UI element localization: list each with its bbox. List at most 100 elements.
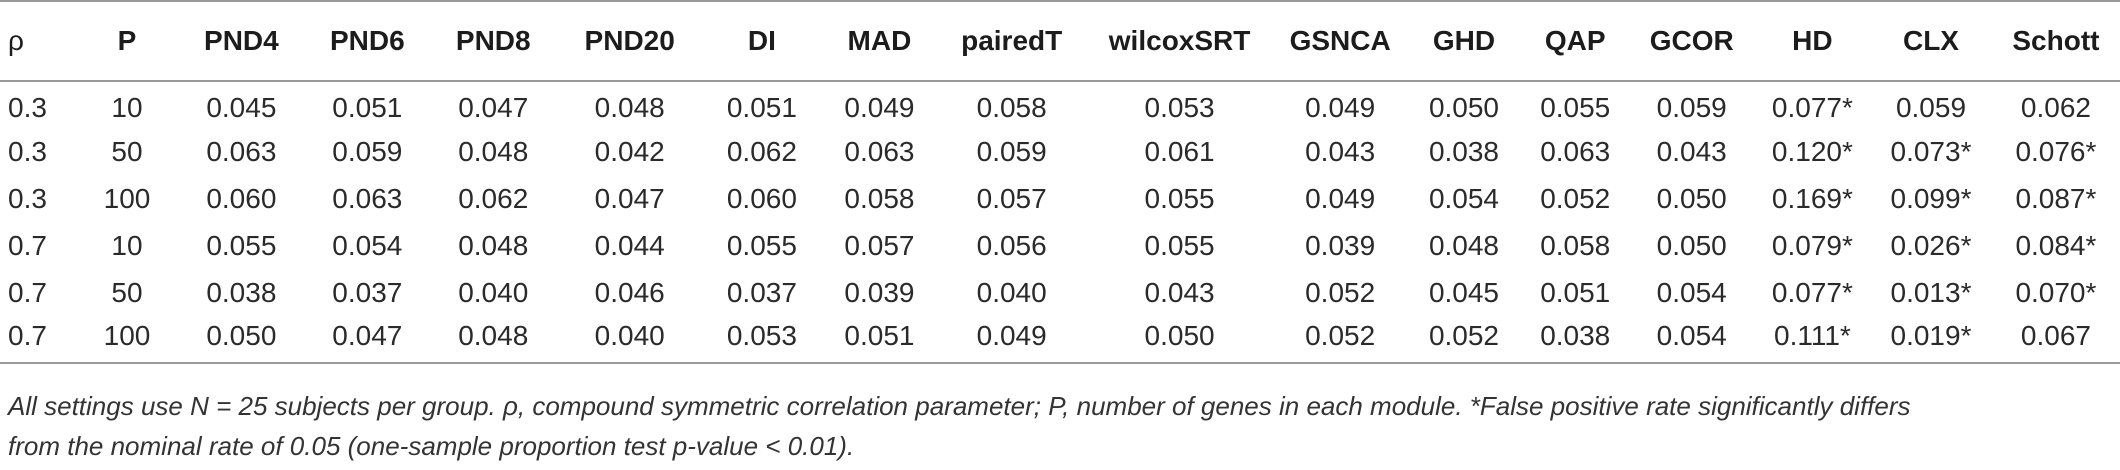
table-row: 0.3 50 0.063 0.059 0.048 0.042 0.062 0.063 0.059…	[0, 128, 2120, 175]
table-cell: 0.063	[844, 135, 915, 167]
table-cell: 0.060	[206, 182, 277, 214]
table-cell: 0.7	[8, 276, 47, 308]
column-header-pnd6: PND6	[329, 25, 405, 56]
table-cell: 0.059	[1895, 92, 1967, 123]
table-cell: 0.055	[1540, 92, 1611, 123]
table-cell: 100	[103, 182, 151, 214]
table-cell: 100	[103, 320, 151, 351]
table-cell: 50	[111, 276, 143, 308]
table-cell: 0.058	[976, 92, 1047, 123]
table-cell: 0.043	[1144, 276, 1215, 308]
table-cell: 0.052	[1305, 320, 1376, 351]
table-cell: 0.043	[1656, 135, 1727, 167]
table-cell: 0.044	[594, 229, 665, 261]
table-cell: 0.038	[1428, 135, 1500, 167]
table-cell: 0.054	[1428, 182, 1500, 214]
column-header-wilcoxsrt: wilcoxSRT	[1108, 25, 1251, 56]
table-cell: 0.3	[8, 135, 47, 167]
table-cell: 10	[111, 229, 143, 261]
table-row: 0.3 10 0.045 0.051 0.047 0.048 0.051 0.049 0.058…	[0, 81, 2120, 128]
table-cell: 0.077*	[1771, 92, 1853, 123]
table-cell: 0.063	[332, 182, 403, 214]
table-cell: 0.063	[1540, 135, 1611, 167]
table-cell: 10	[111, 92, 143, 123]
table-cell: 0.045	[1428, 276, 1500, 308]
table-cell: 0.013*	[1890, 276, 1972, 308]
table-cell: 0.019*	[1890, 320, 1972, 351]
table-cell: 0.055	[1144, 229, 1215, 261]
column-header-pnd4: PND4	[204, 25, 279, 56]
table-cell: 0.062	[726, 135, 797, 167]
table-cell: 0.079*	[1771, 229, 1853, 261]
column-header-mad: MAD	[847, 25, 912, 56]
table-cell: 0.059	[1656, 92, 1727, 123]
table-cell: 0.048	[458, 229, 529, 261]
column-header-pairedt: pairedT	[961, 25, 1063, 56]
table-row: 0.7 10 0.055 0.054 0.048 0.044 0.055 0.057 0.056…	[0, 222, 2120, 269]
table-cell: 0.049	[844, 92, 915, 123]
column-header-schott: Schott	[2012, 25, 2100, 56]
table-cell: 0.077*	[1771, 276, 1853, 308]
table-cell: 0.084*	[2015, 229, 2097, 261]
table-cell: 0.038	[1540, 320, 1611, 351]
table-cell: 0.046	[594, 276, 665, 308]
table-cell: 0.059	[976, 135, 1047, 167]
table-cell: 0.087*	[2015, 182, 2097, 214]
table-cell: 0.040	[458, 276, 529, 308]
table-cell: 0.054	[332, 229, 403, 261]
table-cell: 0.055	[1144, 182, 1215, 214]
table-cell: 0.049	[1305, 92, 1376, 123]
table-cell: 0.047	[594, 182, 665, 214]
table-cell: 0.058	[844, 182, 915, 214]
table-cell: 0.039	[844, 276, 915, 308]
table-cell: 0.054	[1656, 320, 1727, 351]
table-cell: 0.059	[332, 135, 403, 167]
table-row: 0.7 100 0.050 0.047 0.048 0.040 0.053 0.051 0.04…	[0, 316, 2120, 363]
table-cell: 0.051	[726, 92, 797, 123]
table-cell: 0.062	[458, 182, 529, 214]
table-cell: 0.051	[1540, 276, 1611, 308]
table-cell: 0.042	[594, 135, 665, 167]
table-cell: 0.061	[1144, 135, 1215, 167]
table-cell: 0.048	[458, 320, 529, 351]
header-row: ρ P PND4 PND6 PND8 PND20 DI MAD pairedT …	[0, 1, 2120, 81]
table-cell: 0.047	[332, 320, 403, 351]
table-cell: 0.054	[1656, 276, 1727, 308]
column-header-qap: QAP	[1544, 25, 1606, 56]
table-cell: 0.037	[332, 276, 403, 308]
column-header-ghd: GHD	[1432, 25, 1496, 56]
table-cell: 0.049	[1305, 182, 1376, 214]
table-cell: 0.048	[458, 135, 529, 167]
table-cell: 0.052	[1305, 276, 1376, 308]
table-cell: 0.049	[976, 320, 1047, 351]
footnote-line-1: All settings use N = 25 subjects per gro…	[8, 391, 1911, 421]
column-header-pnd8: PND8	[455, 25, 531, 56]
column-header-gsnca: GSNCA	[1289, 25, 1391, 56]
table-cell: 0.3	[8, 182, 47, 214]
column-header-hd: HD	[1792, 25, 1833, 56]
table-cell: 0.7	[8, 229, 47, 261]
table-cell: 0.076*	[2015, 135, 2097, 167]
table-cell: 0.053	[1144, 92, 1215, 123]
results-table-container: ρ P PND4 PND6 PND8 PND20 DI MAD pairedT …	[0, 1, 2120, 363]
table-cell: 0.056	[976, 229, 1047, 261]
column-header-p: P	[117, 25, 137, 56]
table-cell: 0.057	[844, 229, 915, 261]
table-cell: 0.050	[1428, 92, 1500, 123]
table-cell: 0.055	[726, 229, 797, 261]
table-cell: 0.051	[332, 92, 403, 123]
table-row: 0.7 50 0.038 0.037 0.040 0.046 0.037 0.039 0.040…	[0, 269, 2120, 316]
table-cell: 0.047	[458, 92, 529, 123]
table-cell: 0.058	[1540, 229, 1611, 261]
table-cell: 0.037	[726, 276, 797, 308]
table-cell: 0.052	[1428, 320, 1500, 351]
table-footnote: All settings use N = 25 subjects per gro…	[8, 386, 2108, 466]
table-cell: 0.169*	[1771, 182, 1853, 214]
table-cell: 0.048	[1428, 229, 1500, 261]
table-cell: 0.040	[976, 276, 1047, 308]
table-cell: 0.3	[8, 92, 47, 123]
table-cell: 0.050	[1656, 182, 1727, 214]
table-cell: 0.062	[2020, 92, 2091, 123]
table-row: 0.3 100 0.060 0.063 0.062 0.047 0.060 0.058 0.05…	[0, 175, 2120, 222]
column-header-di: DI	[747, 25, 776, 56]
